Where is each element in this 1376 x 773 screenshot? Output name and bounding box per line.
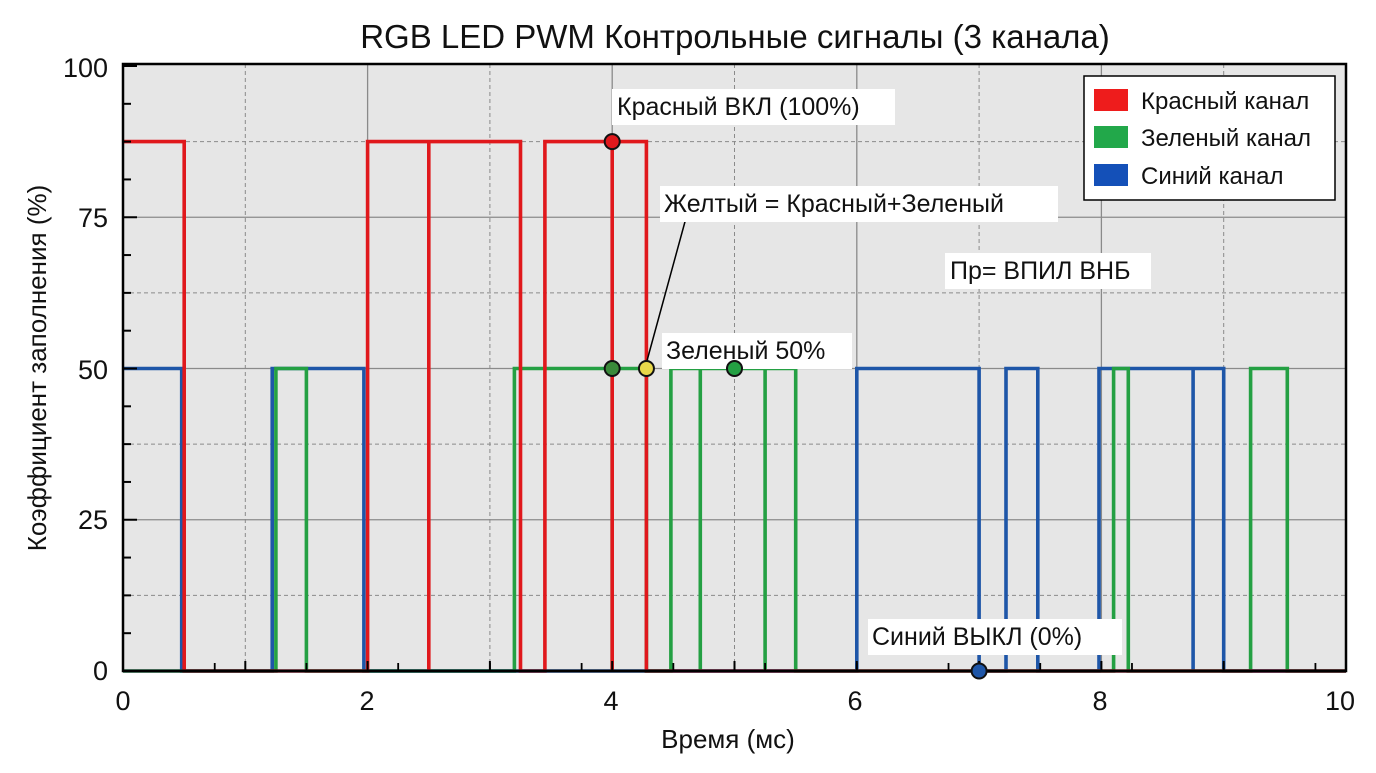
y-tick-label: 75 <box>78 203 108 233</box>
legend-swatch-red <box>1094 89 1128 111</box>
legend-swatch-green <box>1094 126 1128 148</box>
plot-frame <box>121 62 1348 673</box>
chart-title: RGB LED PWM Контрольные сигналы (3 канал… <box>360 18 1110 55</box>
y-tick-label: 100 <box>63 53 108 83</box>
x-tick-label: 0 <box>115 686 130 716</box>
markers <box>603 133 988 680</box>
annotation-yellow-text: Желтый = Красный+Зеленый <box>664 190 1004 218</box>
data-marker <box>603 133 621 151</box>
legend-label-red: Красный канал <box>1141 88 1309 115</box>
annotation-note: Пр= ВПИЛ ВНБ <box>945 253 1151 289</box>
annotation-yellow: Желтый = Красный+Зеленый <box>644 186 1058 369</box>
x-tick-label: 10 <box>1325 686 1355 716</box>
y-axis-label: Коэффициент заполнения (%) <box>22 185 52 552</box>
y-tick-labels: 0 25 50 75 100 <box>63 53 108 686</box>
x-tick-label: 6 <box>847 686 862 716</box>
annotation-red-on: Красный ВКЛ (100%) <box>612 89 895 125</box>
x-tick-label: 2 <box>359 686 374 716</box>
x-tick-label: 8 <box>1092 686 1107 716</box>
legend-swatch-blue <box>1094 164 1128 186</box>
annotation-blue-off-text: Синий ВЫКЛ (0%) <box>872 623 1082 651</box>
x-axis-label: Время (мс) <box>661 724 795 754</box>
legend: Красный канал Зеленый канал Синий канал <box>1083 75 1336 201</box>
legend-label-blue: Синий канал <box>1141 163 1283 190</box>
data-marker <box>726 360 743 377</box>
y-tick-label: 25 <box>78 505 108 535</box>
x-tick-labels: 0 2 4 6 8 10 <box>115 686 1355 716</box>
annotation-green50: Зеленый 50% <box>662 333 852 369</box>
annotation-green50-text: Зеленый 50% <box>666 337 825 365</box>
legend-label-green: Зеленый канал <box>1141 125 1311 152</box>
annotation-blue-off: Синий ВЫКЛ (0%) <box>868 619 1122 655</box>
annotation-red-on-text: Красный ВКЛ (100%) <box>617 93 860 121</box>
y-tick-label: 0 <box>93 656 108 686</box>
x-tick-label: 4 <box>603 686 618 716</box>
annotation-note-text: Пр= ВПИЛ ВНБ <box>950 257 1131 285</box>
annotation-arrow-line <box>644 217 687 369</box>
data-marker <box>603 360 621 377</box>
data-marker <box>970 662 988 680</box>
y-tick-label: 50 <box>78 355 108 385</box>
data-marker <box>637 360 655 377</box>
